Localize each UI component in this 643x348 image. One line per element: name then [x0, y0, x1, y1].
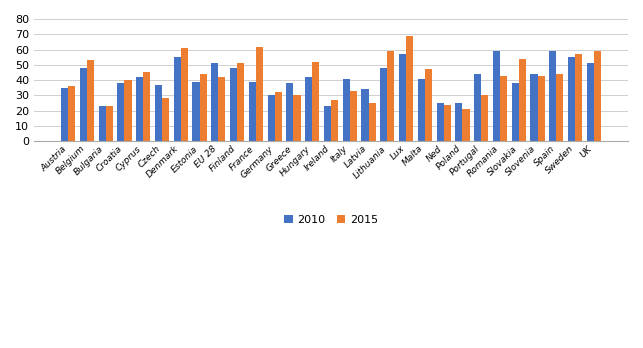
Bar	[530, 74, 538, 141]
Bar	[105, 106, 113, 141]
Bar	[399, 54, 406, 141]
Bar	[324, 106, 331, 141]
Bar	[361, 89, 368, 141]
Bar	[437, 103, 444, 141]
Bar	[462, 109, 469, 141]
Bar	[80, 68, 87, 141]
Bar	[418, 79, 425, 141]
Bar	[181, 48, 188, 141]
Bar	[249, 82, 256, 141]
Bar	[368, 103, 376, 141]
Bar	[568, 57, 575, 141]
Bar	[256, 47, 263, 141]
Bar	[455, 103, 462, 141]
Bar	[512, 83, 519, 141]
Bar	[444, 105, 451, 141]
Bar	[136, 77, 143, 141]
Bar	[237, 63, 244, 141]
Bar	[406, 36, 413, 141]
Bar	[275, 92, 282, 141]
Bar	[331, 100, 338, 141]
Bar	[162, 98, 169, 141]
Bar	[586, 63, 594, 141]
Bar	[98, 106, 105, 141]
Bar	[474, 74, 481, 141]
Bar	[230, 68, 237, 141]
Bar	[500, 76, 507, 141]
Bar	[549, 51, 556, 141]
Bar	[61, 88, 68, 141]
Bar	[174, 57, 181, 141]
Bar	[481, 95, 488, 141]
Bar	[286, 83, 293, 141]
Bar	[556, 74, 563, 141]
Bar	[343, 79, 350, 141]
Bar	[267, 95, 275, 141]
Bar	[125, 80, 132, 141]
Bar	[538, 76, 545, 141]
Bar	[519, 59, 526, 141]
Bar	[594, 51, 601, 141]
Bar	[219, 77, 226, 141]
Bar	[293, 95, 300, 141]
Bar	[575, 54, 582, 141]
Bar	[305, 77, 312, 141]
Bar	[350, 91, 357, 141]
Bar	[199, 74, 206, 141]
Bar	[312, 62, 320, 141]
Bar	[155, 85, 162, 141]
Bar	[68, 86, 75, 141]
Bar	[192, 82, 199, 141]
Bar	[425, 70, 432, 141]
Legend: 2010, 2015: 2010, 2015	[280, 211, 383, 229]
Bar	[87, 60, 94, 141]
Bar	[117, 83, 125, 141]
Bar	[143, 72, 150, 141]
Bar	[211, 63, 219, 141]
Bar	[387, 51, 394, 141]
Bar	[380, 68, 387, 141]
Bar	[493, 51, 500, 141]
